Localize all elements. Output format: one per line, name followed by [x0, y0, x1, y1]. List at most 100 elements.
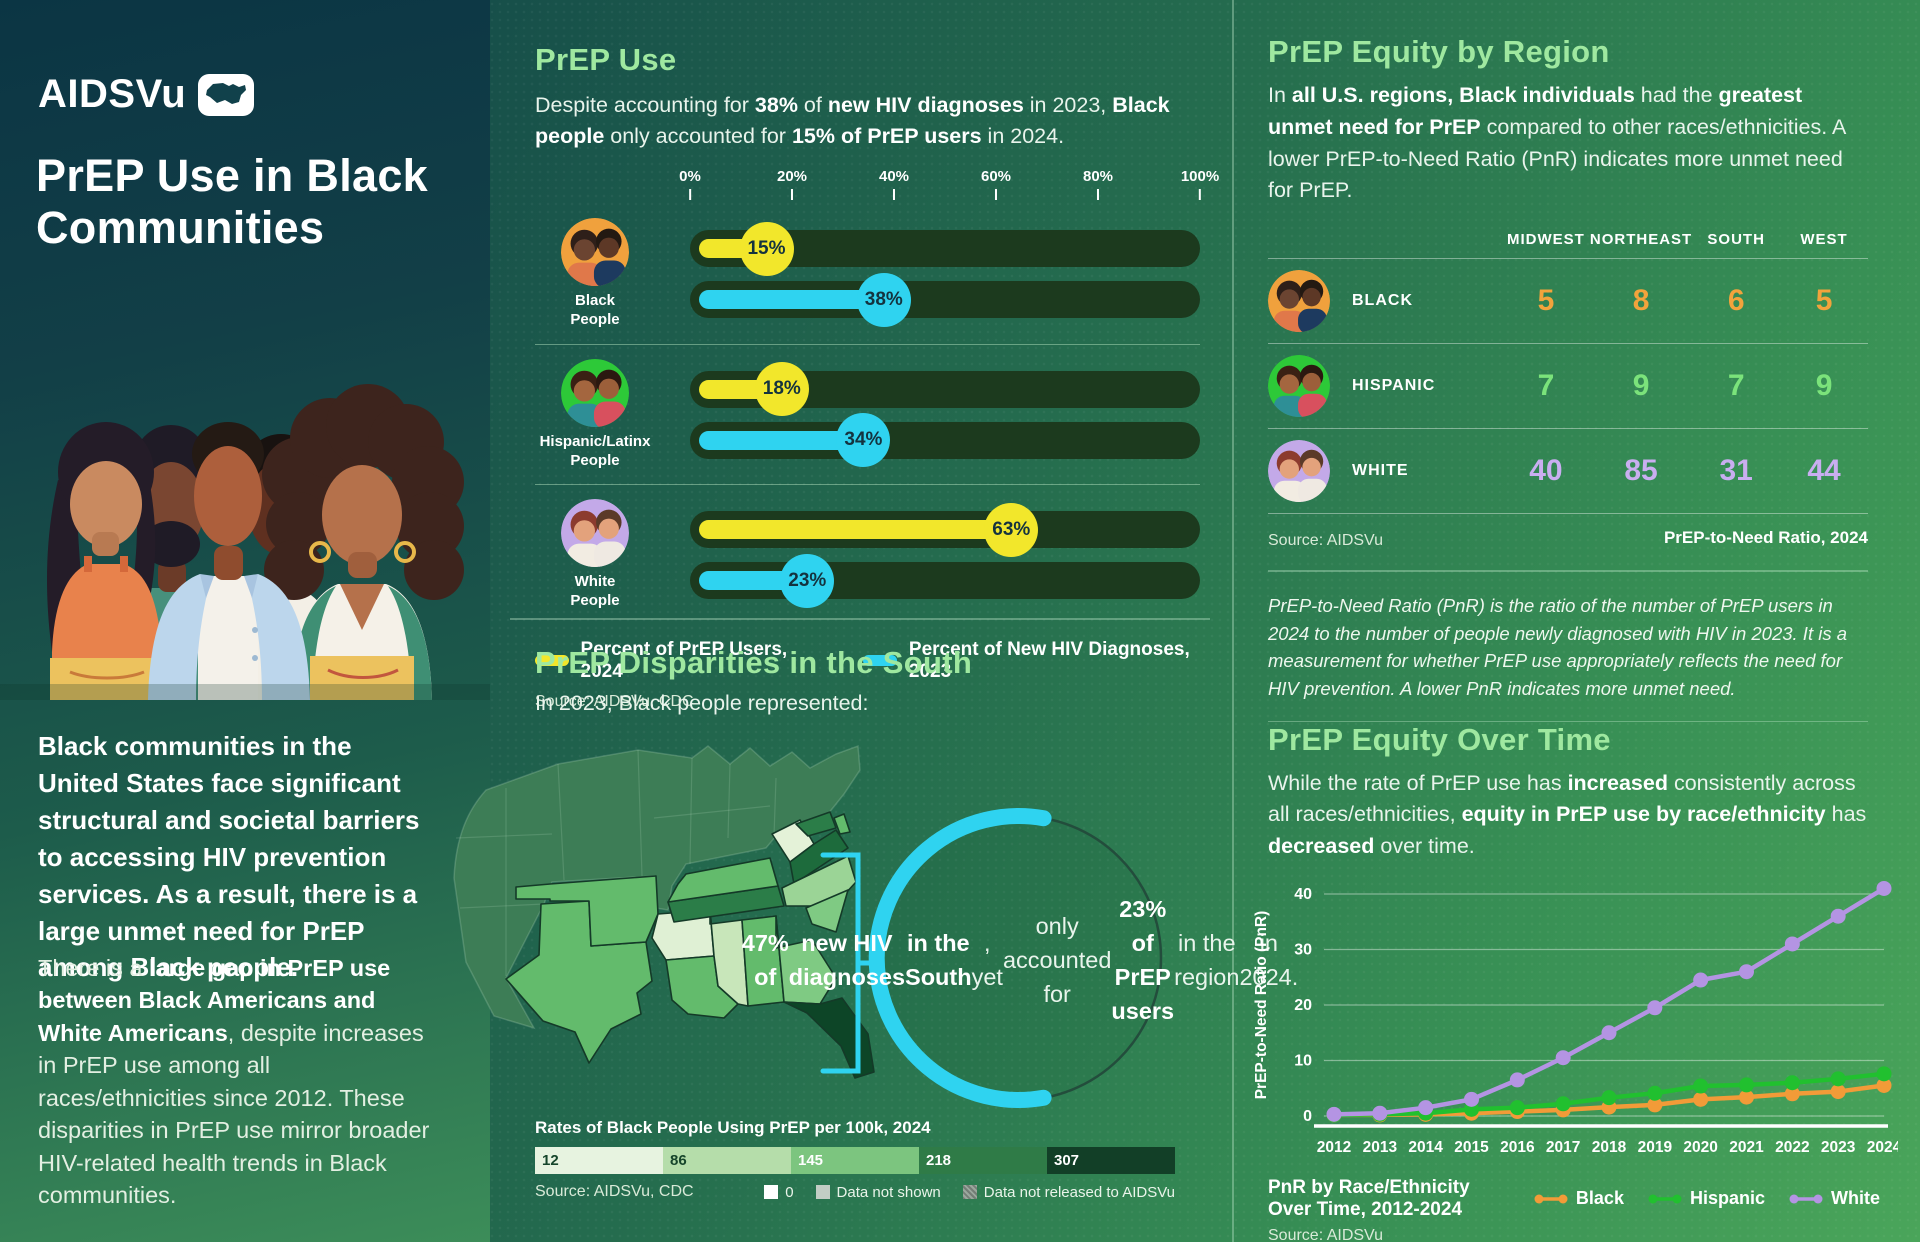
bar-value-badge: 23% — [780, 553, 835, 608]
bar-value-badge: 63% — [984, 502, 1039, 557]
sidebar-paragraph-1: Black communities in the United States f… — [38, 731, 420, 983]
svg-text:20: 20 — [1294, 997, 1312, 1014]
svg-text:2018: 2018 — [1592, 1139, 1627, 1156]
axis-tick: 80% — [1083, 168, 1113, 201]
south-map-source: Source: AIDSVu, CDC — [535, 1183, 694, 1200]
svg-text:2020: 2020 — [1683, 1139, 1717, 1156]
equity-region-footer: Source: AIDSVu PrEP-to-Need Ratio, 2024 — [1268, 513, 1868, 550]
pnr-legend-item: Hispanic — [1648, 1188, 1765, 1209]
right-divider-1 — [1268, 570, 1868, 572]
state-VA — [789, 829, 849, 885]
region-value: 6 — [1692, 258, 1781, 343]
region-row-avatar — [1268, 258, 1352, 343]
region-value: 8 — [1589, 258, 1693, 343]
hispanic-people-avatar — [1268, 355, 1330, 418]
prep-use-chart: 0% 20% 40% 60% 80% 100% Black People 15% 38% H… — [535, 168, 1219, 617]
legend-swatch — [863, 655, 897, 667]
map-legend-segment: 86 — [663, 1147, 791, 1174]
category-label: White People — [570, 573, 620, 610]
prep-use-source: Source: AIDSVu, CDC — [535, 692, 694, 710]
equity-region-source: Source: AIDSVu — [1268, 532, 1384, 550]
prep-use-legend: Percent of PrEP Users, 2024 Percent of Ne… — [535, 639, 1215, 683]
region-value: 7 — [1502, 343, 1590, 428]
column-divider — [1232, 0, 1234, 1242]
south-map — [440, 718, 1175, 1120]
region-column-header: WEST — [1800, 231, 1848, 249]
region-value: 9 — [1589, 343, 1693, 428]
row-separator — [535, 343, 1200, 345]
legend-item: Percent of PrEP Users, 2024 — [535, 639, 817, 683]
pnr-legend-items: Black Hispanic White — [1534, 1188, 1880, 1209]
person-woman-curly-hair — [262, 384, 464, 700]
south-heading: PrEP Disparities in the South — [535, 645, 973, 680]
equity-region-intro: In all U.S. regions, Black individuals h… — [1268, 83, 1846, 203]
prep-use-row: Hispanic/Latinx People 18% 34% — [535, 353, 1200, 477]
prep-use-row: Black People 15% 38% — [535, 212, 1200, 336]
region-value: 9 — [1780, 343, 1868, 428]
state-DE — [833, 813, 851, 835]
bar-track: 34% — [690, 413, 1200, 468]
svg-text:40: 40 — [1294, 886, 1312, 903]
sidebar-paragraph-2: There is a large gap in PrEP use between… — [38, 955, 430, 1208]
equity-region-footer-right: PrEP-to-Need Ratio, 2024 — [1663, 528, 1868, 548]
region-row-label: HISPANIC — [1352, 343, 1502, 428]
section-south: PrEP Disparities in the South In 2023, B… — [535, 645, 1215, 716]
svg-text:2017: 2017 — [1546, 1139, 1580, 1156]
south-map-legend: Rates of Black People Using PrEP per 100… — [535, 1118, 1180, 1201]
bar-fill — [699, 430, 861, 450]
equity-time-intro: While the rate of PrEP use has increased… — [1268, 771, 1867, 858]
axis-tick: 40% — [879, 168, 909, 201]
svg-text:2021: 2021 — [1729, 1139, 1764, 1156]
bar-fill — [699, 520, 1009, 540]
svg-text:2012: 2012 — [1317, 1139, 1351, 1156]
equity-region-heading: PrEP Equity by Region — [1268, 34, 1610, 69]
map-legend-segment: 145 — [791, 1147, 919, 1174]
equity-region-table: MIDWEST NORTHEAST SOUTH WEST BLACK 5 8 6 5 HISP… — [1268, 225, 1868, 513]
prep-use-intro: Despite accounting for 38% of new HIV di… — [535, 93, 1170, 149]
white-people-avatar — [1268, 440, 1330, 503]
southern-states — [505, 811, 875, 1079]
pnr-legend-item: Black — [1534, 1188, 1624, 1209]
axis-tick: 20% — [777, 168, 807, 201]
map-legend-flag: Data not released to AIDSVu — [962, 1184, 1175, 1201]
person-man-blue-jacket — [148, 422, 310, 700]
svg-text:0: 0 — [1303, 1108, 1312, 1125]
south-subtitle: In 2023, Black people represented: — [535, 691, 869, 715]
prep-use-axis: 0% 20% 40% 60% 80% 100% — [679, 168, 1219, 212]
region-column-header: NORTHEAST — [1589, 231, 1693, 249]
section-prep-use: PrEP Use Despite accounting for 38% of n… — [535, 42, 1219, 711]
region-column-header: SOUTH — [1707, 231, 1765, 249]
flag-swatch — [962, 1185, 977, 1199]
svg-text:2019: 2019 — [1638, 1139, 1673, 1156]
axis-tick: 60% — [981, 168, 1011, 201]
bar-value-badge: 34% — [836, 413, 891, 468]
row-separator — [535, 484, 1200, 486]
state-FL — [783, 997, 875, 1079]
equity-time-heading: PrEP Equity Over Time — [1268, 722, 1611, 758]
black-people-avatar — [561, 218, 629, 287]
pnr-line-chart: 0 10 20 30 40 PrEP-to-Need Ratio (PnR) 2012 201… — [1253, 880, 1902, 1156]
region-value: 31 — [1692, 428, 1781, 513]
region-column-header: MIDWEST — [1507, 231, 1585, 249]
right-column: PrEP Equity by Region In all U.S. region… — [1253, 34, 1902, 1242]
map-legend-segment: 12 — [535, 1147, 663, 1174]
legend-item: Percent of New HIV Diagnoses, 2023 — [863, 639, 1215, 683]
legend-dumbbell-icon — [1648, 1194, 1682, 1204]
legend-swatch — [535, 655, 569, 667]
category-label: Hispanic/Latinx People — [539, 432, 651, 469]
right-divider-2 — [1268, 720, 1868, 723]
prep-use-row: White People 63% 23% — [535, 493, 1200, 617]
svg-text:10: 10 — [1294, 1052, 1312, 1069]
legend-dumbbell-icon — [1534, 1194, 1568, 1204]
page-title: PrEP Use in Black Communities — [36, 150, 428, 253]
state-SC — [805, 889, 849, 933]
aidsvu-logo-text: AIDSVu — [38, 72, 187, 116]
map-legend-flag: Data not shown — [815, 1184, 941, 1201]
svg-text:2024: 2024 — [1867, 1139, 1898, 1156]
axis-tick: 0% — [679, 168, 701, 201]
us-choropleth-map — [453, 744, 1163, 1108]
region-value: 44 — [1780, 428, 1868, 513]
bar-value-badge: 15% — [739, 221, 794, 276]
annotation-circle-arc — [868, 808, 1052, 1108]
